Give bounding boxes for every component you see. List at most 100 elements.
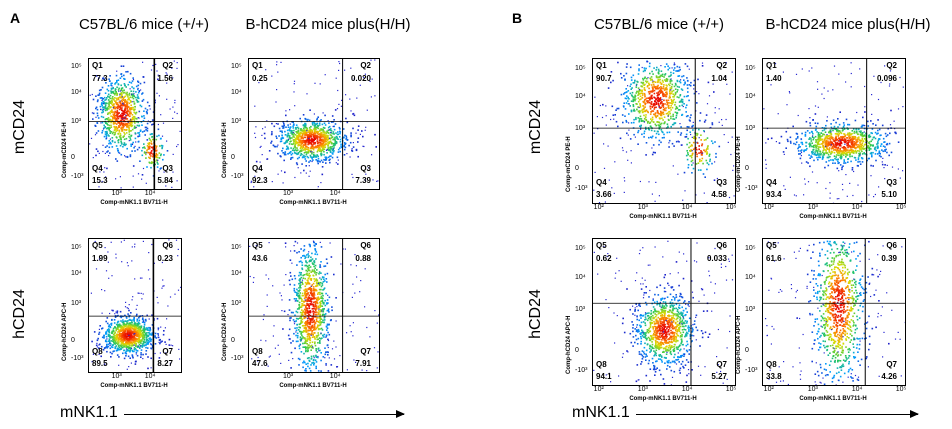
event-point <box>124 104 127 107</box>
event-point <box>131 116 134 119</box>
event-point <box>115 123 118 125</box>
event-point <box>132 90 135 93</box>
column-title-a2: B-hCD24 mice plus(H/H) <box>245 16 411 33</box>
event-point <box>306 336 309 338</box>
event-point <box>150 151 152 154</box>
event-point <box>308 310 311 313</box>
event-point <box>686 143 688 146</box>
event-point <box>144 126 147 129</box>
event-point <box>336 108 339 110</box>
event-point <box>125 348 128 350</box>
event-point <box>105 134 108 136</box>
event-point <box>254 136 257 139</box>
event-point <box>132 79 135 81</box>
event-point <box>157 128 160 131</box>
event-point <box>324 137 326 139</box>
event-point <box>179 130 181 132</box>
event-point <box>657 98 659 100</box>
event-point <box>112 333 115 336</box>
event-point <box>125 123 127 125</box>
event-point <box>134 322 137 325</box>
event-point <box>301 147 304 149</box>
event-point <box>147 142 149 145</box>
event-point <box>282 328 284 330</box>
event-point <box>307 362 309 365</box>
event-point <box>101 109 104 111</box>
event-point <box>706 148 708 150</box>
event-point <box>641 89 643 92</box>
event-point <box>308 134 310 137</box>
event-point <box>323 136 326 138</box>
event-point <box>141 330 143 332</box>
event-point <box>320 266 322 268</box>
event-point <box>108 100 111 103</box>
event-point <box>301 135 304 137</box>
event-point <box>659 97 662 99</box>
row-title-b-hcd24: hCD24 <box>527 289 544 339</box>
event-point <box>134 278 136 280</box>
event-point <box>307 312 309 314</box>
event-point <box>137 341 140 344</box>
event-point <box>301 312 303 314</box>
event-point <box>310 358 313 360</box>
event-point <box>174 111 176 113</box>
event-point <box>686 126 689 128</box>
event-point <box>152 155 154 158</box>
event-point <box>617 107 620 110</box>
event-point <box>307 303 309 305</box>
event-point <box>273 325 275 327</box>
event-point <box>658 128 661 130</box>
event-point <box>678 86 680 88</box>
event-point <box>150 155 152 157</box>
event-point <box>680 98 683 101</box>
event-point <box>691 136 693 138</box>
event-point <box>696 153 698 155</box>
event-point <box>104 167 106 169</box>
event-point <box>104 106 107 108</box>
event-point <box>132 106 134 109</box>
quadrant-name-q5: Q5 <box>252 241 263 250</box>
event-point <box>109 141 111 144</box>
event-point <box>147 340 149 342</box>
event-point <box>315 348 317 350</box>
event-point <box>129 325 132 328</box>
event-point <box>124 344 126 346</box>
event-point <box>314 248 316 250</box>
event-point <box>310 333 313 335</box>
event-point <box>315 243 317 245</box>
event-point <box>304 277 306 280</box>
event-point <box>171 186 173 188</box>
event-point <box>141 346 144 348</box>
event-point <box>300 317 303 320</box>
event-point <box>300 139 302 141</box>
event-point <box>142 167 145 170</box>
event-point <box>115 158 117 160</box>
event-point <box>120 187 122 189</box>
event-point <box>128 336 131 338</box>
event-point <box>295 320 297 322</box>
event-point <box>113 339 115 342</box>
event-point <box>281 136 284 139</box>
event-point <box>130 107 133 109</box>
event-point <box>301 130 304 132</box>
event-point <box>142 319 145 321</box>
event-point <box>304 361 306 364</box>
event-point <box>169 108 171 110</box>
event-point <box>296 242 299 244</box>
event-point <box>304 327 306 329</box>
event-point <box>121 96 123 98</box>
event-point <box>610 71 613 73</box>
event-point <box>156 159 158 162</box>
event-point <box>657 104 660 106</box>
event-point <box>660 129 663 131</box>
event-point <box>659 117 661 120</box>
event-point <box>630 109 633 112</box>
event-point <box>698 145 700 147</box>
event-point <box>103 109 105 111</box>
event-point <box>113 121 115 123</box>
event-point <box>610 81 612 84</box>
event-point <box>653 67 655 69</box>
event-point <box>111 309 113 311</box>
quadrant-value-q7: 8.27 <box>157 359 173 368</box>
event-point <box>299 338 302 341</box>
